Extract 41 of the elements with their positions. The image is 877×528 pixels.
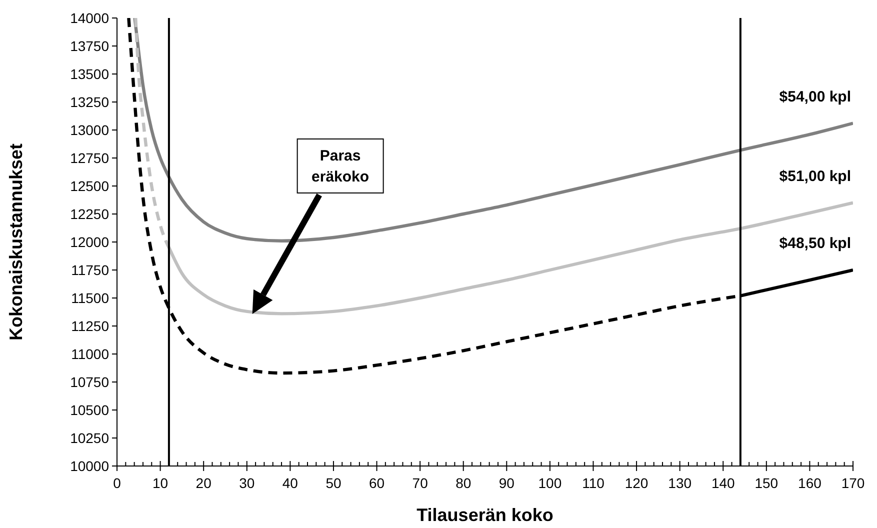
x-tick-label: 100 bbox=[538, 475, 562, 491]
y-tick-label: 13750 bbox=[70, 38, 110, 54]
x-tick-label: 30 bbox=[239, 475, 255, 491]
y-axis-title: Kokonaiskustannukset bbox=[6, 143, 26, 341]
y-tick-label: 11000 bbox=[71, 346, 110, 362]
y-tick-label: 10500 bbox=[70, 402, 110, 418]
y-tick-label: 10250 bbox=[70, 430, 110, 446]
y-tick-label: 11250 bbox=[71, 318, 110, 334]
annotation: Paras eräkoko bbox=[312, 147, 370, 186]
x-tick-label: 170 bbox=[841, 475, 865, 491]
x-tick-label: 50 bbox=[326, 475, 342, 491]
x-tick-label: 120 bbox=[624, 475, 648, 491]
y-tick-label: 11500 bbox=[71, 290, 110, 306]
x-tick-label: 160 bbox=[798, 475, 822, 491]
y-tick-label: 12750 bbox=[70, 150, 110, 166]
x-tick-label: 40 bbox=[282, 475, 298, 491]
x-tick-label: 80 bbox=[456, 475, 472, 491]
series-label: $51,00 kpl bbox=[779, 168, 851, 185]
y-tick-label: 12000 bbox=[70, 234, 110, 250]
x-tick-label: 130 bbox=[668, 475, 692, 491]
y-tick-label: 14000 bbox=[70, 10, 110, 26]
x-tick-label: 140 bbox=[711, 475, 736, 491]
y-tick-label: 13500 bbox=[70, 66, 110, 82]
y-tick-label: 12250 bbox=[70, 206, 110, 222]
series-label: $54,00 kpl bbox=[779, 88, 851, 106]
x-tick-label: 150 bbox=[754, 475, 778, 491]
y-tick-label: 10000 bbox=[70, 458, 110, 474]
y-tick-label: 13000 bbox=[70, 122, 110, 138]
x-axis-title: Tilauserän koko bbox=[416, 505, 554, 525]
x-tick-label: 110 bbox=[582, 475, 605, 491]
x-tick-label: 20 bbox=[196, 475, 212, 491]
series-label: $48,50 kpl bbox=[779, 235, 851, 252]
y-tick-label: 11750 bbox=[71, 262, 110, 278]
x-tick-label: 90 bbox=[498, 475, 515, 491]
y-tick-label: 10750 bbox=[70, 374, 110, 390]
y-tick-label: 13250 bbox=[70, 94, 110, 110]
x-tick-label: 60 bbox=[368, 475, 385, 491]
y-tick-label: 12500 bbox=[70, 178, 110, 194]
x-tick-label: 0 bbox=[113, 475, 122, 491]
x-tick-label: 70 bbox=[412, 475, 428, 491]
x-tick-label: 10 bbox=[152, 475, 168, 491]
